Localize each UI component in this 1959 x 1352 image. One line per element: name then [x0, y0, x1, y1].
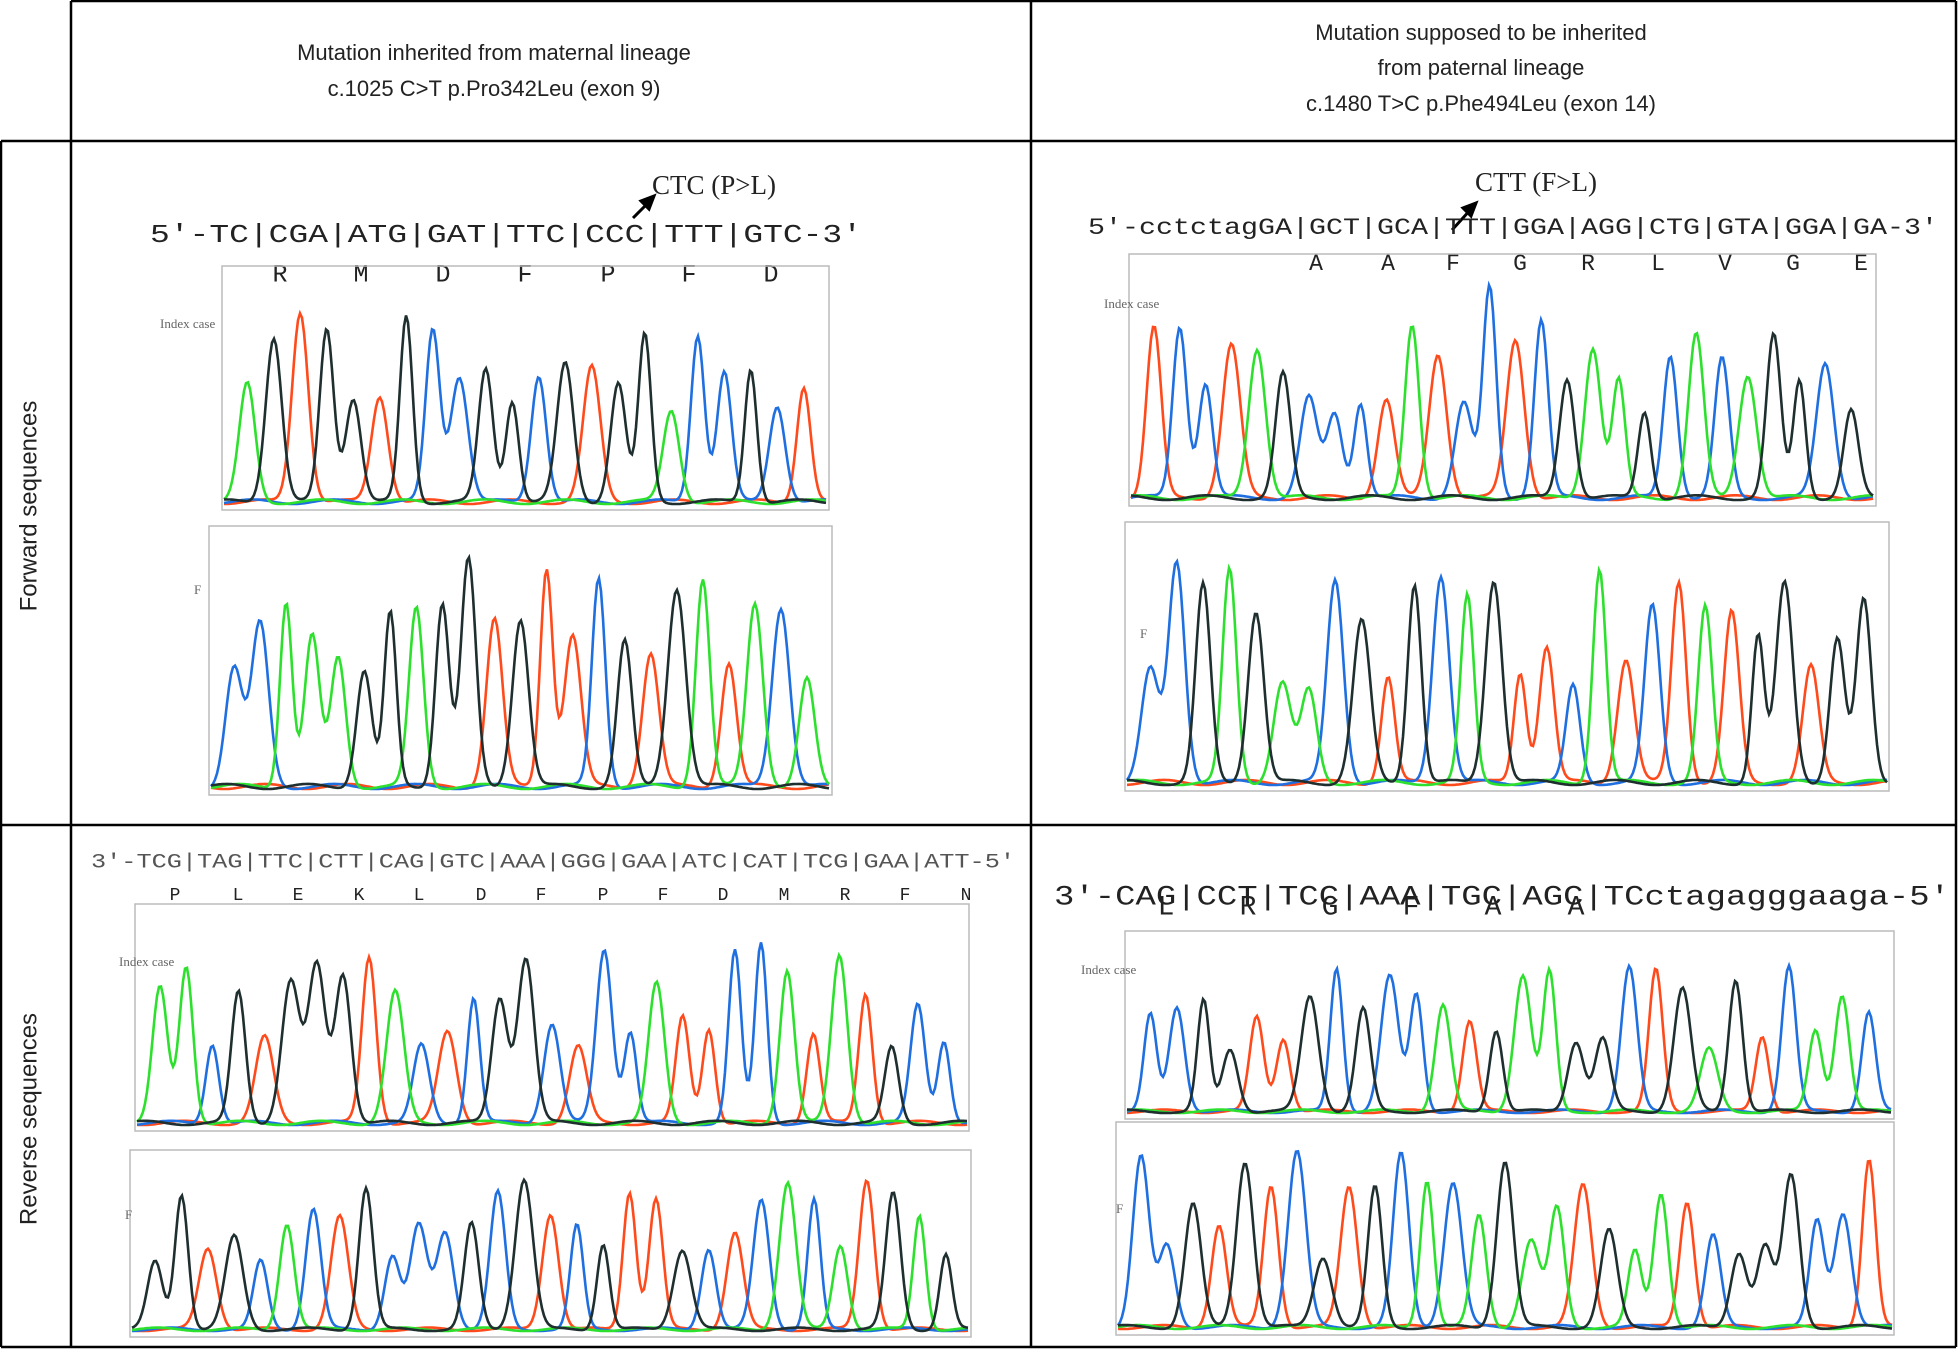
amino-acid: R	[272, 261, 287, 290]
trace	[1117, 1161, 1893, 1331]
amino-acid: R	[840, 886, 851, 906]
amino-acid: A	[1568, 892, 1585, 923]
arrow-head	[1460, 200, 1479, 219]
header-text: c.1025 C>T p.Pro342Leu (exon 9)	[328, 76, 661, 101]
amino-acid: A	[1309, 251, 1323, 277]
header-text: c.1480 T>C p.Phe494Leu (exon 14)	[1306, 91, 1656, 116]
amino-acid: F	[900, 886, 911, 906]
trace	[210, 569, 830, 791]
header-text: Mutation supposed to be inherited	[1315, 20, 1646, 45]
mutation-label: CTT (F>L)	[1475, 167, 1597, 197]
trace-frame	[1124, 930, 1895, 1120]
trace-label: F	[1116, 1201, 1123, 1216]
trace	[1130, 330, 1874, 502]
trace	[131, 1187, 969, 1333]
trace	[210, 579, 830, 791]
row-label: Forward sequences	[15, 401, 42, 612]
amino-acid: K	[354, 886, 365, 906]
amino-acid: F	[536, 886, 547, 906]
amino-acid: L	[1651, 251, 1665, 277]
trace	[223, 327, 827, 506]
trace-label: F	[125, 1207, 132, 1222]
amino-acid: M	[353, 261, 368, 290]
row-label: Reverse sequences	[15, 1013, 42, 1225]
amino-acid: D	[435, 261, 450, 290]
trace	[136, 942, 968, 1127]
trace	[136, 951, 968, 1127]
amino-acid: G	[1786, 251, 1800, 277]
mutation-arrow	[631, 193, 1479, 232]
trace	[131, 1178, 969, 1333]
trace	[136, 952, 968, 1127]
trace-frame	[1124, 521, 1890, 792]
amino-acid: R	[1581, 251, 1595, 277]
amino-acid: A	[1381, 251, 1395, 277]
amino-acid: L	[414, 886, 425, 906]
trace-label: Index case	[160, 316, 215, 331]
amino-acid: P	[600, 261, 615, 290]
amino-acid: F	[1403, 892, 1420, 923]
trace	[210, 553, 830, 791]
amino-acid: F	[517, 261, 532, 290]
amino-acid: F	[658, 886, 669, 906]
arrow-head	[638, 193, 657, 212]
trace	[1130, 325, 1874, 502]
trace-frame	[1128, 253, 1877, 507]
amino-acid: P	[598, 886, 609, 906]
trace	[131, 1177, 969, 1333]
trace-label: Index case	[1104, 296, 1159, 311]
header-text: Mutation inherited from maternal lineage	[297, 40, 691, 65]
trace-label: Index case	[1081, 962, 1136, 977]
header-text: from paternal lineage	[1378, 55, 1585, 80]
trace	[1126, 967, 1892, 1115]
amino-acid: D	[763, 261, 778, 290]
trace	[223, 315, 827, 506]
mutation-label: CTC (P>L)	[652, 170, 776, 200]
amino-acid: G	[1322, 892, 1339, 923]
trace-label: F	[194, 582, 201, 597]
trace-frame	[221, 265, 830, 511]
amino-acid: M	[779, 886, 790, 906]
trace	[1126, 577, 1888, 787]
trace-label: F	[1140, 626, 1147, 641]
trace	[1127, 978, 1892, 1115]
trace	[1117, 1181, 1893, 1331]
trace-frame	[1115, 1121, 1895, 1336]
amino-acid: E	[1854, 251, 1868, 277]
trace-frame	[129, 1149, 972, 1338]
amino-acid: N	[961, 886, 972, 906]
trace	[131, 1179, 969, 1333]
amino-acid: L	[1158, 892, 1175, 923]
amino-acid: A	[1485, 892, 1502, 923]
trace-label: Index case	[119, 954, 174, 969]
trace-frame	[208, 525, 833, 796]
trace	[1126, 563, 1888, 787]
sequence: 5′-TC|CGA|ATG|GAT|TTC|CCC|TTT|GTC-3′	[150, 220, 862, 250]
trace-frame	[134, 903, 970, 1132]
trace	[210, 573, 830, 791]
amino-acid: G	[1513, 251, 1527, 277]
amino-acid: V	[1718, 251, 1732, 277]
amino-acid: E	[293, 886, 304, 906]
amino-acid: F	[681, 261, 696, 290]
amino-acid: P	[170, 886, 181, 906]
sequence: 3′-TCG|TAG|TTC|CTT|CAG|GTC|AAA|GGG|GAA|A…	[91, 851, 1015, 874]
amino-acid: L	[233, 886, 244, 906]
trace	[136, 957, 968, 1127]
sequence: 5′-cctctagGA|GCT|GCA|TTT|GGA|AGG|CTG|GTA…	[1088, 215, 1938, 241]
amino-acid: D	[718, 886, 729, 906]
amino-acid: D	[476, 886, 487, 906]
amino-acid: R	[1240, 892, 1257, 923]
trace	[1116, 1149, 1893, 1331]
sequence: 3′-CAG|CCT|TCC|AAA|TGC|AGC|TCctagagggaag…	[1054, 882, 1950, 913]
amino-acid: F	[1446, 251, 1460, 277]
